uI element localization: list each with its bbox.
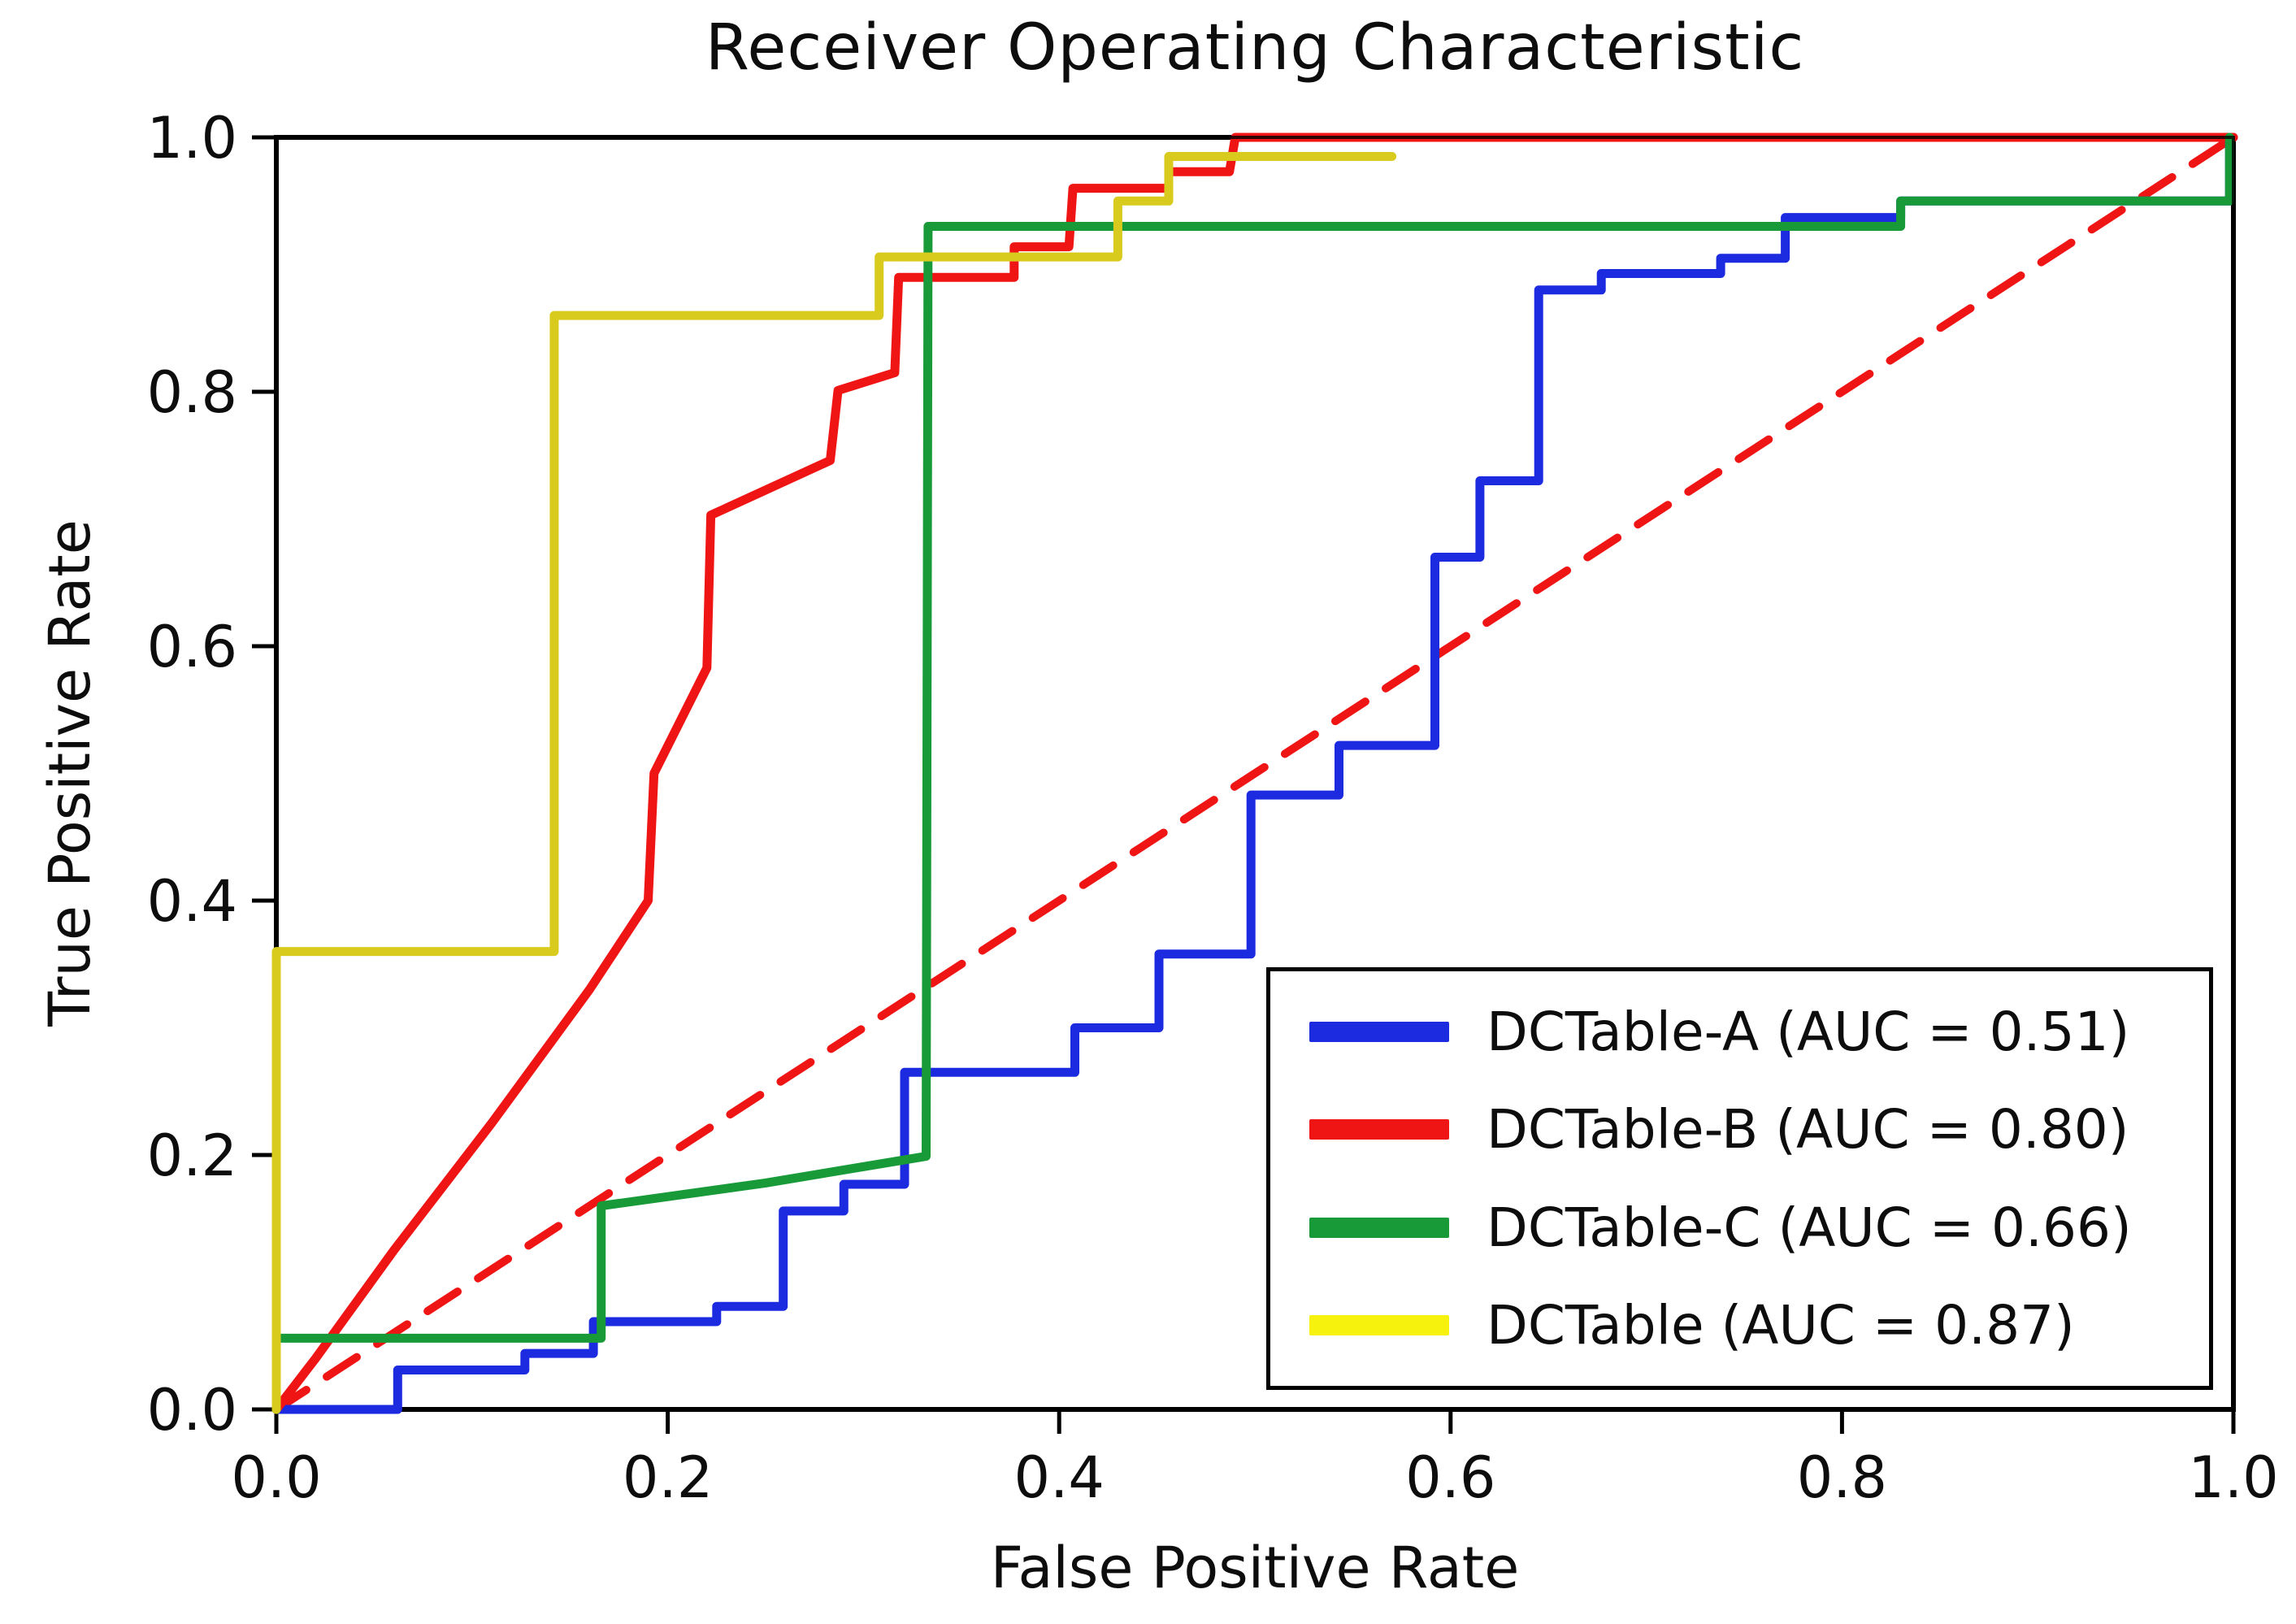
chance-diagonal-line: [272, 133, 2237, 1413]
x-tick-label: 0.0: [231, 1444, 321, 1511]
legend-swatch-dctable: [1309, 1315, 1449, 1336]
legend-item-dctable: DCTable (AUC = 0.87): [1309, 1294, 2201, 1357]
legend-swatch-dctable-a: [1309, 1021, 1449, 1042]
legend-swatch-dctable-c: [1309, 1217, 1449, 1238]
chart-title: Receiver Operating Characteristic: [705, 11, 1805, 85]
legend-item-dctable-c: DCTable-C (AUC = 0.66): [1309, 1196, 2201, 1259]
legend: DCTable-A (AUC = 0.51) DCTable-B (AUC = 0…: [1266, 967, 2213, 1390]
axes-frame-overlay: [276, 136, 2235, 1409]
x-tick-label: 0.2: [623, 1444, 713, 1511]
x-tick-label: 0.4: [1014, 1444, 1105, 1511]
legend-label: DCTable-A (AUC = 0.51): [1487, 1000, 2130, 1063]
roc-curve-dctable-a: [271, 132, 2238, 1414]
legend-label: DCTable-B (AUC = 0.80): [1487, 1098, 2129, 1162]
roc-curve-dctable: [271, 152, 1397, 1414]
legend-item-dctable-b: DCTable-B (AUC = 0.80): [1309, 1098, 2201, 1161]
y-tick-label: 0.0: [147, 1377, 237, 1444]
legend-label: DCTable (AUC = 0.87): [1487, 1294, 2075, 1357]
legend-item-dctable-a: DCTable-A (AUC = 0.51): [1309, 1001, 2201, 1063]
x-tick-label: 1.0: [2188, 1444, 2278, 1511]
y-axis-label: True Positive Rate: [37, 519, 103, 1027]
y-tick-label: 0.2: [147, 1122, 237, 1189]
x-axis-label: False Positive Rate: [990, 1535, 1520, 1601]
roc-curve-dctable-c: [271, 132, 2234, 1414]
y-tick-label: 0.4: [147, 868, 237, 935]
x-tick-label: 0.8: [1797, 1444, 1887, 1511]
legend-label: DCTable-C (AUC = 0.66): [1487, 1196, 2132, 1259]
y-tick-label: 1.0: [147, 105, 237, 172]
legend-swatch-dctable-b: [1309, 1119, 1449, 1140]
x-tick-label: 0.6: [1405, 1444, 1495, 1511]
y-tick-label: 0.8: [147, 359, 237, 426]
y-tick-label: 0.6: [147, 614, 237, 680]
